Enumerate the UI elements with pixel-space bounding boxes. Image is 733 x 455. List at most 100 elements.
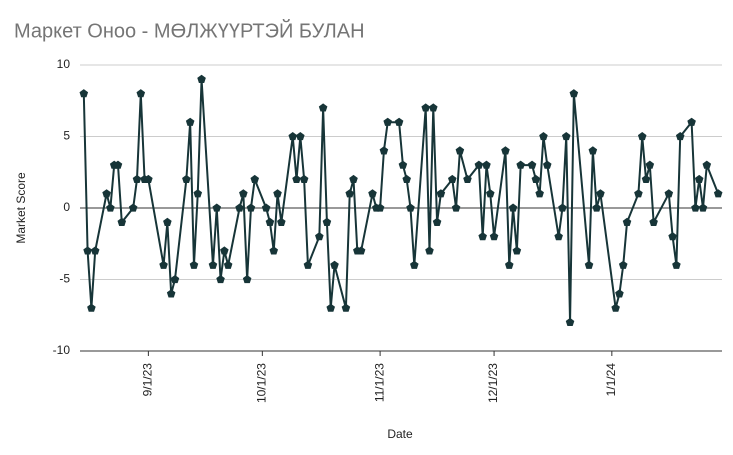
marker xyxy=(356,246,366,255)
x-tick-label: 11/1/23 xyxy=(372,363,386,402)
marker xyxy=(318,103,328,112)
y-tick-label: 0 xyxy=(63,200,70,214)
marker xyxy=(185,117,195,126)
marker xyxy=(539,132,548,141)
marker xyxy=(246,203,256,212)
marker xyxy=(516,160,525,169)
marker xyxy=(197,74,206,83)
marker xyxy=(242,275,252,284)
marker xyxy=(273,189,282,198)
marker xyxy=(106,203,115,212)
marker xyxy=(558,203,567,212)
marker xyxy=(448,174,457,184)
marker xyxy=(212,203,222,212)
marker xyxy=(208,260,218,269)
marker xyxy=(596,189,605,198)
marker xyxy=(504,260,514,269)
marker xyxy=(166,289,176,298)
marker xyxy=(292,174,301,184)
marker xyxy=(330,260,339,269)
marker xyxy=(474,160,484,169)
marker xyxy=(379,146,389,155)
marker xyxy=(132,174,142,184)
marker xyxy=(527,160,537,169)
marker xyxy=(239,189,248,198)
marker xyxy=(425,246,434,255)
marker xyxy=(220,246,229,255)
marker xyxy=(288,132,298,141)
marker xyxy=(163,217,172,226)
marker xyxy=(702,160,712,169)
marker xyxy=(698,203,708,212)
marker xyxy=(406,203,415,212)
x-tick-label: 1/1/24 xyxy=(604,363,618,397)
marker xyxy=(269,246,279,255)
marker xyxy=(322,217,332,226)
marker xyxy=(410,260,419,269)
marker xyxy=(429,103,438,112)
marker xyxy=(463,174,472,184)
marker xyxy=(512,246,522,255)
marker xyxy=(250,174,260,184)
marker xyxy=(584,260,594,269)
marker xyxy=(216,275,225,284)
marker xyxy=(675,132,685,141)
marker xyxy=(535,189,544,198)
marker xyxy=(694,174,704,184)
marker xyxy=(565,317,575,327)
marker xyxy=(451,203,461,212)
marker xyxy=(303,260,313,269)
marker xyxy=(672,260,681,269)
marker xyxy=(569,89,579,98)
marker xyxy=(611,303,620,312)
marker xyxy=(402,174,411,184)
marker xyxy=(170,275,180,284)
marker xyxy=(398,160,408,169)
marker xyxy=(421,103,430,112)
marker xyxy=(634,189,643,198)
marker xyxy=(436,189,446,198)
marker xyxy=(554,232,563,241)
marker xyxy=(592,203,601,212)
marker xyxy=(455,146,465,155)
marker xyxy=(277,217,286,226)
marker xyxy=(117,217,127,226)
marker xyxy=(299,174,309,184)
marker xyxy=(189,260,199,269)
marker xyxy=(687,117,696,126)
marker xyxy=(326,303,336,312)
marker xyxy=(637,132,647,141)
y-tick-label: -10 xyxy=(53,343,71,357)
marker xyxy=(128,203,138,212)
marker xyxy=(482,160,491,169)
marker xyxy=(136,89,146,98)
marker xyxy=(561,132,571,141)
x-tick-label: 9/1/23 xyxy=(141,363,155,397)
x-tick-label: 12/1/23 xyxy=(486,363,500,403)
marker xyxy=(649,217,658,226)
line xyxy=(82,79,720,323)
marker xyxy=(345,189,354,198)
marker xyxy=(432,217,442,226)
marker xyxy=(296,132,305,141)
marker xyxy=(668,232,677,241)
marker xyxy=(485,189,495,198)
marker xyxy=(501,146,510,155)
marker xyxy=(645,160,655,169)
marker xyxy=(349,174,358,184)
marker xyxy=(664,189,674,198)
marker xyxy=(83,246,92,255)
marker xyxy=(489,232,499,241)
marker xyxy=(235,203,244,212)
marker xyxy=(315,232,324,241)
marker xyxy=(691,203,700,212)
marker xyxy=(394,117,404,126)
marker xyxy=(478,232,487,241)
marker xyxy=(144,174,153,184)
marker xyxy=(383,117,392,126)
chart-title: Маркет Оноо - МӨЛЖҮҮРТЭЙ БУЛАН xyxy=(14,18,365,42)
marker xyxy=(588,146,598,155)
marker xyxy=(102,189,111,198)
marker xyxy=(79,89,89,98)
